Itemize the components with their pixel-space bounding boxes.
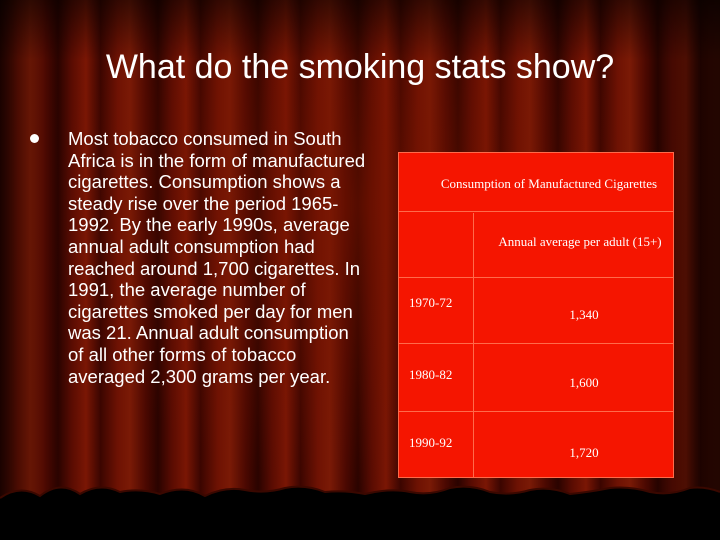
column-header: Annual average per adult (15+): [498, 234, 662, 249]
consumption-table: Consumption of Manufactured Cigarettes A…: [398, 152, 674, 478]
row-period: 1980-82: [409, 367, 453, 382]
row-value: 1,720: [569, 445, 599, 460]
drape-border: [0, 485, 720, 540]
row-value: 1,600: [569, 375, 599, 390]
bullet-dot-icon: [30, 134, 39, 143]
row-value: 1,340: [569, 307, 599, 322]
row-period: 1970-72: [409, 295, 453, 310]
bullet-text: Most tobacco consumed in South Africa is…: [68, 128, 366, 387]
table-divider: [399, 211, 673, 212]
table-divider: [399, 411, 673, 412]
table-divider: [399, 343, 673, 344]
slide-title: What do the smoking stats show?: [105, 48, 615, 86]
row-period: 1990-92: [409, 435, 453, 450]
curtain-shadow: [0, 0, 720, 60]
table-divider: [399, 277, 673, 278]
table-divider: [473, 213, 474, 477]
table-title: Consumption of Manufactured Cigarettes: [440, 176, 658, 191]
